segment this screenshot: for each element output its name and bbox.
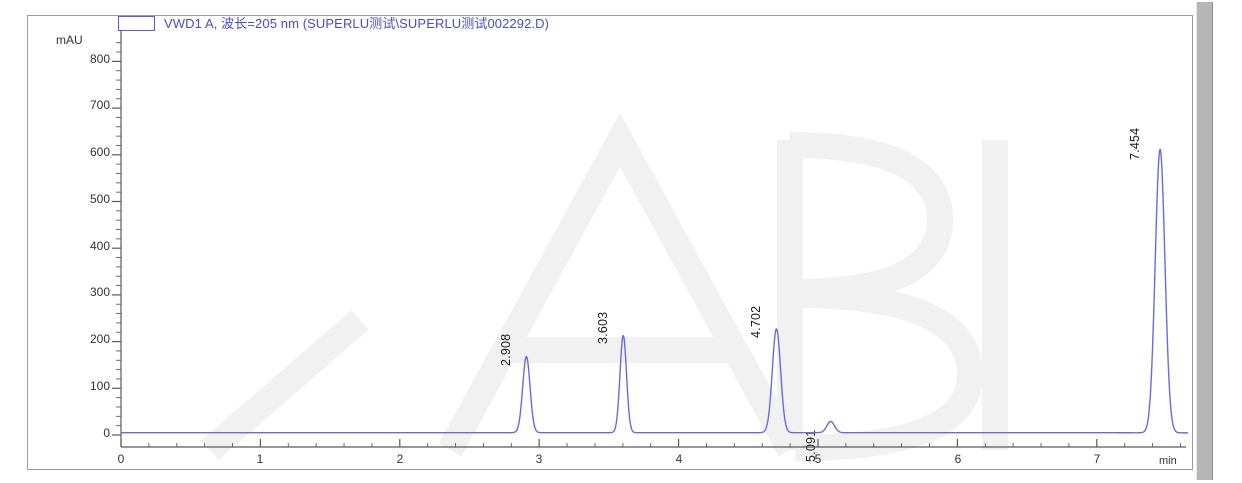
y-axis-tick-700: 700 xyxy=(89,98,110,112)
x-axis-tick-6: 6 xyxy=(954,452,962,466)
peak-label-4: 5.091 xyxy=(804,429,818,462)
y-axis-tick-400: 400 xyxy=(89,239,110,253)
x-axis-tick-7: 7 xyxy=(1093,452,1101,466)
x-axis-unit-label: min xyxy=(1159,455,1177,467)
x-axis-tick-2: 2 xyxy=(396,452,404,466)
x-axis-tick-3: 3 xyxy=(535,452,543,466)
x-axis-tick-5: 5 xyxy=(814,452,822,466)
x-axis-tick-4: 4 xyxy=(675,452,683,466)
peak-label-1: 2.908 xyxy=(499,333,513,366)
y-axis-tick-500: 500 xyxy=(89,192,110,206)
y-axis-tick-200: 200 xyxy=(89,332,110,346)
peak-label-2: 3.603 xyxy=(596,311,610,344)
y-axis-unit-label: mAU xyxy=(56,33,83,47)
legend[interactable]: VWD1 A, 波长=205 nm (SUPERLU测试\SUPERLU测试00… xyxy=(118,16,549,31)
y-axis-tick-800: 800 xyxy=(89,52,110,66)
legend-label: VWD1 A, 波长=205 nm (SUPERLU测试\SUPERLU测试00… xyxy=(164,16,550,31)
chart-frame xyxy=(27,15,1193,470)
y-axis-tick-0: 0 xyxy=(103,426,110,440)
x-axis-tick-1: 1 xyxy=(256,452,264,466)
y-axis-tick-300: 300 xyxy=(89,285,110,299)
peak-label-3: 4.702 xyxy=(749,305,763,338)
y-axis-tick-100: 100 xyxy=(89,379,110,393)
legend-color-swatch xyxy=(118,16,155,31)
x-axis-tick-0: 0 xyxy=(117,452,125,466)
peak-label-5: 7.454 xyxy=(1128,127,1142,160)
vertical-scrollbar[interactable] xyxy=(1196,2,1213,480)
y-axis-tick-600: 600 xyxy=(89,145,110,159)
